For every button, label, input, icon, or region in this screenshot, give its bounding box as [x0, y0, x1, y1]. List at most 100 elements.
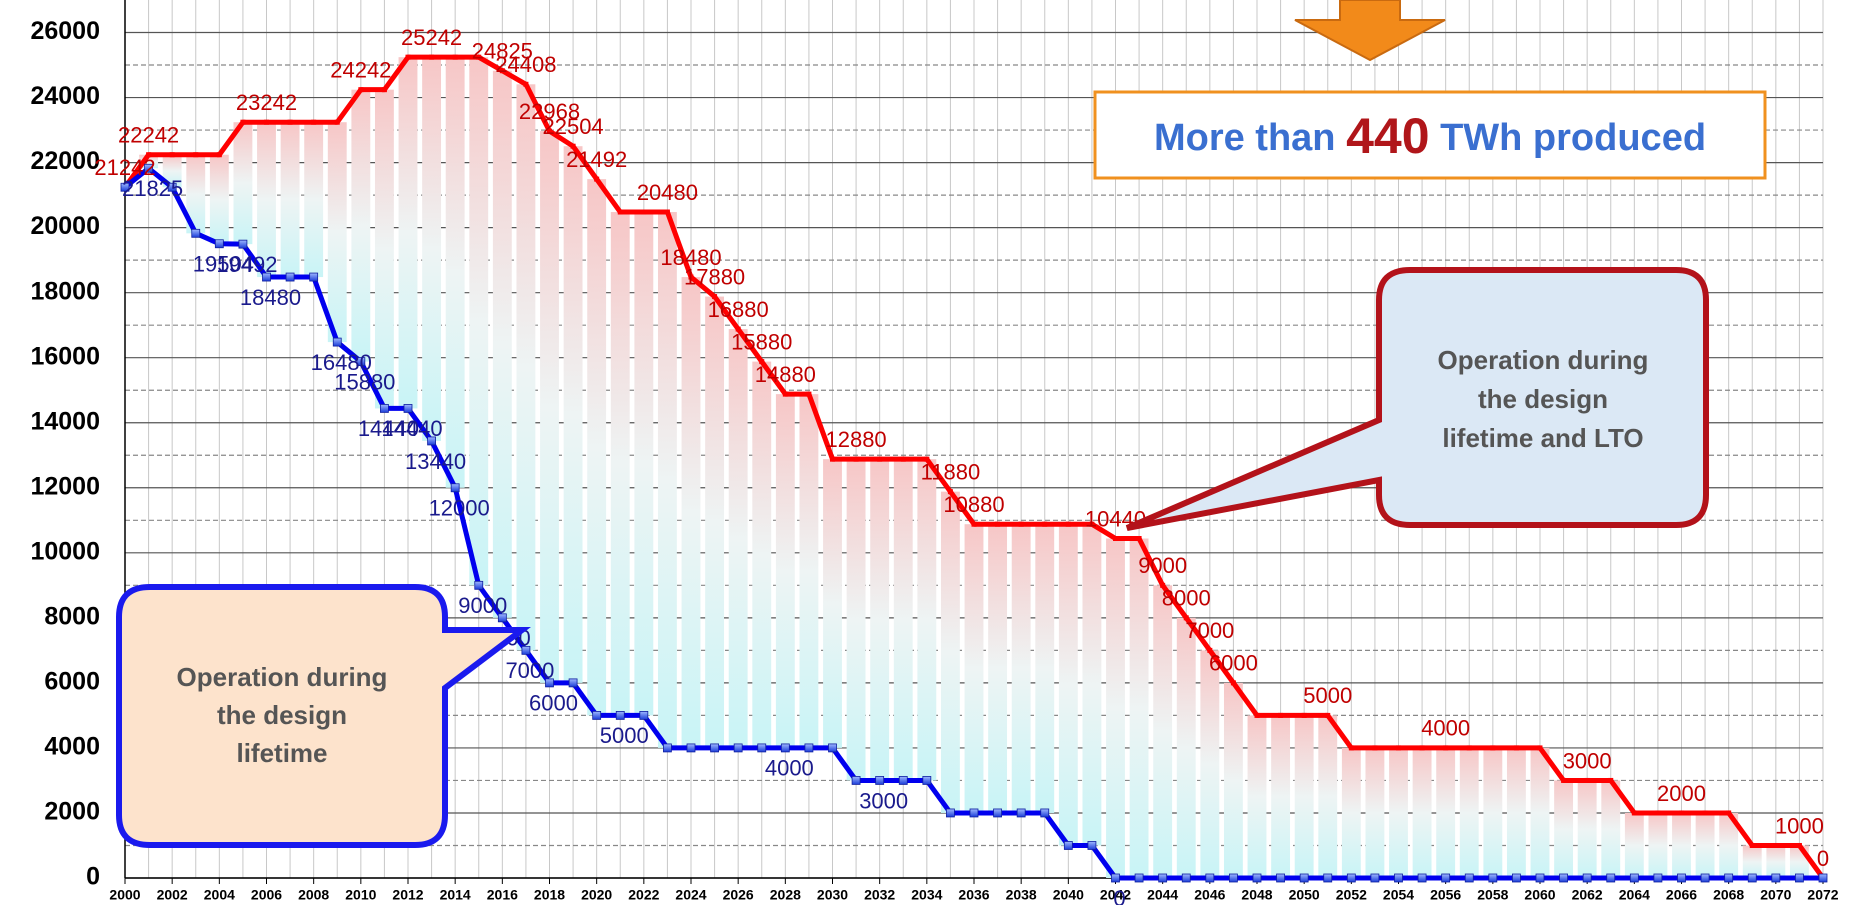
data-label: 14440: [381, 416, 442, 441]
marker: [1466, 745, 1472, 751]
gap-bar: [846, 459, 866, 781]
marker: [900, 456, 906, 462]
marker: [146, 152, 152, 158]
gap-bar: [728, 329, 748, 748]
gap-bar: [1082, 524, 1102, 846]
data-label: 25242: [401, 25, 462, 50]
gap-bar: [563, 146, 583, 683]
data-label: 21492: [566, 147, 627, 172]
x-tick-label: 2044: [1147, 887, 1178, 903]
marker: [1301, 712, 1307, 718]
data-label: 10880: [943, 492, 1004, 517]
marker: [617, 209, 623, 215]
x-tick-label: 2072: [1807, 887, 1838, 903]
marker: [1608, 777, 1614, 783]
marker: [1749, 842, 1755, 848]
y-tick-label: 0: [86, 863, 100, 891]
x-tick-label: 2054: [1383, 887, 1414, 903]
marker: [332, 337, 342, 347]
marker: [1419, 745, 1425, 751]
gap-bar: [705, 296, 725, 748]
x-tick-label: 2008: [298, 887, 329, 903]
data-label: 16480: [311, 350, 372, 375]
marker: [1394, 873, 1403, 883]
x-tick-label: 2006: [251, 887, 282, 903]
gap-bar: [1271, 715, 1291, 878]
gap-bar: [1530, 747, 1550, 878]
marker: [262, 272, 271, 282]
marker: [191, 228, 201, 238]
x-tick-label: 2050: [1289, 887, 1320, 903]
data-label: 5000: [600, 723, 649, 748]
marker: [1535, 873, 1545, 883]
marker: [358, 87, 364, 93]
callout-text: the design: [217, 700, 347, 730]
gap-bar: [823, 459, 842, 748]
gap-bar: [1153, 585, 1173, 878]
data-label: 6000: [529, 691, 578, 716]
data-label: 2000: [1657, 781, 1706, 806]
marker: [240, 119, 246, 125]
total-before: More than: [1154, 117, 1336, 159]
x-tick-label: 2026: [723, 887, 754, 903]
total-text: More than 440 TWh produced: [1154, 108, 1706, 164]
x-tick-label: 2036: [958, 887, 989, 903]
data-label: 7000: [505, 658, 554, 683]
marker: [547, 128, 552, 134]
marker: [1631, 810, 1637, 816]
x-tick-label: 2052: [1336, 887, 1367, 903]
callout-text: the design: [1478, 384, 1608, 414]
marker: [780, 743, 790, 753]
x-tick-label: 2048: [1241, 887, 1272, 903]
gap-bar: [398, 57, 418, 409]
callout-text: lifetime and LTO: [1442, 423, 1643, 453]
gap-bar: [988, 524, 1008, 813]
marker: [1372, 745, 1378, 751]
gap-bar: [1672, 812, 1691, 878]
x-tick-label: 2028: [770, 887, 801, 903]
marker: [592, 711, 602, 720]
marker: [1065, 521, 1071, 527]
data-label: 1000: [1775, 813, 1824, 838]
gap-bar: [1247, 715, 1267, 878]
data-label: 18480: [660, 245, 721, 270]
gap-bar: [1294, 715, 1314, 878]
marker: [1230, 680, 1236, 686]
marker: [757, 743, 767, 753]
marker: [1561, 777, 1567, 783]
y-tick-label: 14000: [30, 407, 100, 435]
data-label: 4000: [765, 756, 814, 781]
gap-bar: [1318, 715, 1338, 878]
marker: [1796, 842, 1802, 848]
gap-bar: [1223, 682, 1243, 878]
gap-bar: [870, 459, 890, 781]
data-label: 4000: [1421, 716, 1470, 741]
marker: [1582, 873, 1592, 883]
y-tick-label: 24000: [30, 82, 100, 110]
x-tick-label: 2068: [1713, 887, 1744, 903]
x-tick-label: 2002: [157, 887, 188, 903]
marker: [733, 743, 743, 753]
gap-bar: [1506, 747, 1526, 878]
gap-bar: [1129, 538, 1149, 878]
x-tick-label: 2056: [1430, 887, 1461, 903]
marker: [922, 776, 932, 785]
x-tick-label: 2034: [911, 887, 942, 903]
x-tick-label: 2020: [581, 887, 612, 903]
marker: [735, 326, 741, 332]
gap-bar: [893, 459, 913, 781]
gap-bar: [422, 57, 442, 441]
x-tick-label: 2000: [109, 887, 140, 903]
x-tick-label: 2046: [1194, 887, 1225, 903]
gap-bar: [1106, 538, 1125, 878]
gap-bar: [1200, 650, 1220, 878]
data-label: 22968: [519, 99, 580, 124]
gap-bar: [1058, 524, 1078, 846]
marker: [1464, 873, 1474, 883]
gap-bar: [1341, 747, 1361, 878]
total-highlight: 440: [1346, 108, 1429, 164]
gap-bar: [1389, 747, 1408, 878]
marker: [380, 404, 389, 413]
marker: [214, 239, 224, 249]
